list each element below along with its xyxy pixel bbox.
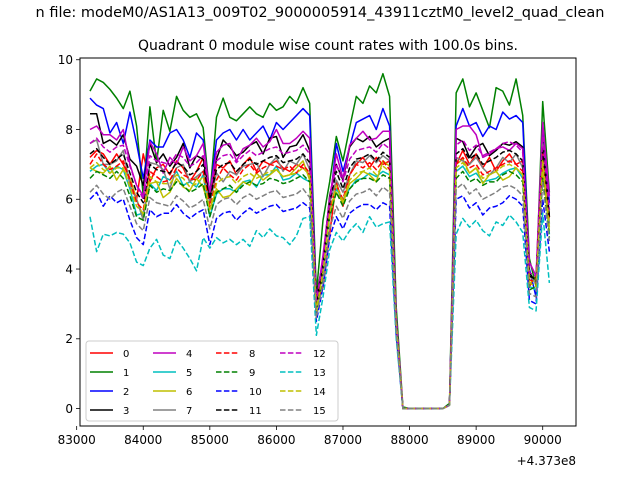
x-tick-label: 83000 bbox=[58, 433, 96, 447]
x-tick-label: 88000 bbox=[390, 433, 428, 447]
legend-frame bbox=[85, 340, 339, 422]
y-axis: 0 2 4 6 8 10 bbox=[58, 53, 80, 416]
x-axis-offset-label: +4.373e8 bbox=[517, 454, 576, 468]
x-tick-label: 86000 bbox=[257, 433, 295, 447]
legend-label-7: 7 bbox=[186, 406, 192, 417]
legend-label-15: 15 bbox=[313, 406, 326, 417]
y-tick-label: 8 bbox=[65, 123, 73, 137]
legend-label-4: 4 bbox=[186, 349, 192, 360]
legend-label-1: 1 bbox=[123, 368, 129, 379]
series-line-11 bbox=[89, 146, 551, 410]
y-tick-label: 2 bbox=[65, 332, 73, 346]
legend-label-13: 13 bbox=[313, 368, 326, 379]
legend-label-14: 14 bbox=[313, 387, 326, 398]
series-line-1 bbox=[89, 72, 551, 410]
legend-label-3: 3 bbox=[123, 406, 129, 417]
legend-label-5: 5 bbox=[186, 368, 192, 379]
legend-label-2: 2 bbox=[123, 387, 129, 398]
series-line-10 bbox=[89, 191, 551, 410]
plot-frame bbox=[79, 57, 577, 427]
legend-label-11: 11 bbox=[249, 406, 262, 417]
legend-label-8: 8 bbox=[249, 349, 255, 360]
x-axis: 83000 84000 85000 86000 87000 88000 89000 90000 bbox=[58, 426, 562, 447]
legend-label-0: 0 bbox=[123, 349, 129, 360]
y-tick-label: 10 bbox=[58, 53, 73, 67]
chart-title: Quadrant 0 module wise count rates with … bbox=[138, 38, 518, 54]
x-tick-label: 85000 bbox=[191, 433, 229, 447]
x-tick-label: 90000 bbox=[524, 433, 562, 447]
y-tick-label: 0 bbox=[65, 402, 73, 416]
y-tick-label: 6 bbox=[65, 193, 73, 207]
x-tick-label: 84000 bbox=[124, 433, 162, 447]
series-line-14 bbox=[89, 160, 551, 410]
series-layer bbox=[89, 72, 551, 410]
figure-suptitle: n file: modeM0/AS1A13_009T02_9000005914_… bbox=[36, 5, 605, 21]
legend-label-9: 9 bbox=[249, 368, 255, 379]
x-tick-label: 87000 bbox=[324, 433, 362, 447]
series-line-8 bbox=[89, 153, 551, 410]
y-tick-label: 4 bbox=[65, 262, 73, 276]
legend-label-10: 10 bbox=[249, 387, 262, 398]
legend-label-6: 6 bbox=[186, 387, 192, 398]
x-tick-label: 89000 bbox=[457, 433, 495, 447]
series-line-15 bbox=[89, 181, 551, 410]
legend-label-12: 12 bbox=[313, 349, 326, 360]
series-line-13 bbox=[89, 212, 551, 410]
